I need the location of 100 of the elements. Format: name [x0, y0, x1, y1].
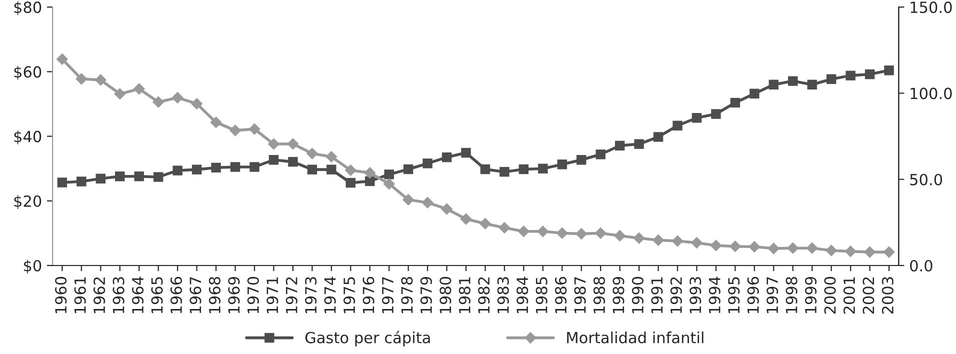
- x-tick-label: 1986: [555, 276, 567, 314]
- point: [248, 123, 260, 135]
- y2-tick-label: 50.0: [910, 174, 942, 186]
- point: [211, 162, 221, 172]
- x-tick-label: 1984: [516, 276, 528, 314]
- point: [460, 213, 472, 225]
- point: [306, 148, 318, 160]
- point: [210, 116, 222, 128]
- point: [537, 225, 549, 238]
- point: [576, 155, 586, 165]
- point: [788, 76, 798, 86]
- point: [307, 164, 318, 174]
- point: [884, 66, 894, 76]
- point: [864, 69, 875, 80]
- point: [229, 124, 242, 136]
- x-tick-label: 1962: [94, 277, 106, 314]
- point: [594, 227, 606, 240]
- point: [326, 164, 336, 174]
- point: [172, 166, 182, 176]
- point: [422, 196, 434, 209]
- x-tick-label: 1994: [708, 276, 720, 314]
- point: [596, 150, 606, 160]
- x-tick-label: 1965: [151, 277, 163, 314]
- point: [557, 160, 567, 170]
- point: [768, 242, 780, 254]
- point: [846, 70, 856, 80]
- y2-tick-label: 0.0: [910, 260, 932, 272]
- x-tick-label: 1981: [458, 277, 470, 314]
- point: [518, 164, 529, 174]
- x-tick-label: 2003: [882, 277, 894, 314]
- point: [614, 230, 626, 242]
- point: [57, 178, 68, 188]
- point: [652, 234, 664, 246]
- point: [729, 240, 742, 252]
- point: [480, 164, 490, 174]
- point: [575, 228, 588, 240]
- x-tick-label: 1964: [132, 276, 144, 314]
- point: [250, 162, 260, 172]
- point: [538, 164, 548, 174]
- point: [479, 218, 492, 230]
- legend-label: Gasto per cápita: [305, 330, 430, 346]
- point: [76, 176, 86, 186]
- point: [556, 227, 568, 240]
- x-tick-label: 1998: [786, 276, 798, 314]
- x-tick-label: 2002: [862, 277, 874, 314]
- point: [500, 166, 510, 177]
- point: [96, 174, 106, 184]
- point: [76, 73, 88, 85]
- x-tick-label: 1973: [305, 277, 317, 314]
- x-tick-label: 1982: [478, 277, 490, 314]
- point: [807, 80, 817, 90]
- x-tick-label: 1967: [190, 277, 202, 314]
- point: [634, 139, 644, 149]
- point: [402, 194, 414, 206]
- point: [498, 222, 510, 234]
- point: [518, 225, 530, 238]
- point: [825, 244, 838, 256]
- point: [344, 164, 357, 176]
- point: [614, 140, 625, 151]
- point: [172, 92, 184, 104]
- legend-label: Mortalidad infantil: [567, 332, 704, 344]
- point: [268, 155, 279, 165]
- point: [442, 152, 452, 162]
- point: [364, 166, 376, 179]
- point: [268, 138, 280, 150]
- x-tick-label: 1999: [804, 276, 817, 314]
- point: [288, 156, 298, 167]
- point: [190, 98, 203, 110]
- x-tick-label: 1961: [74, 277, 86, 314]
- x-tick-label: 1977: [382, 277, 394, 314]
- x-tick-label: 1968: [208, 276, 220, 314]
- point: [403, 164, 414, 174]
- point: [230, 162, 240, 172]
- x-tick-label: 2001: [843, 277, 855, 314]
- point: [461, 148, 471, 158]
- point: [134, 171, 144, 182]
- point: [692, 113, 702, 123]
- point: [690, 236, 703, 249]
- point: [364, 176, 375, 186]
- point: [653, 132, 664, 142]
- point: [115, 171, 125, 182]
- x-tick-label: 1996: [747, 276, 759, 314]
- x-tick-label: 1975: [344, 277, 356, 314]
- point: [94, 74, 107, 86]
- x-tick-label: 1989: [612, 276, 624, 314]
- x-tick-label: 1979: [420, 276, 432, 314]
- point: [786, 242, 799, 254]
- x-tick-label: 2000: [824, 276, 836, 314]
- point: [114, 88, 126, 100]
- point: [153, 172, 164, 182]
- y-tick-label: $20: [14, 195, 42, 209]
- x-tick-label: 1985: [536, 277, 548, 314]
- point: [768, 80, 779, 90]
- y-tick-label: $80: [14, 1, 42, 16]
- x-tick-label: 1976: [362, 276, 374, 314]
- x-tick-label: 1995: [728, 277, 740, 314]
- point: [633, 232, 645, 244]
- point: [864, 246, 876, 258]
- x-tick-label: 1974: [324, 276, 336, 314]
- x-tick-label: 1993: [690, 277, 702, 314]
